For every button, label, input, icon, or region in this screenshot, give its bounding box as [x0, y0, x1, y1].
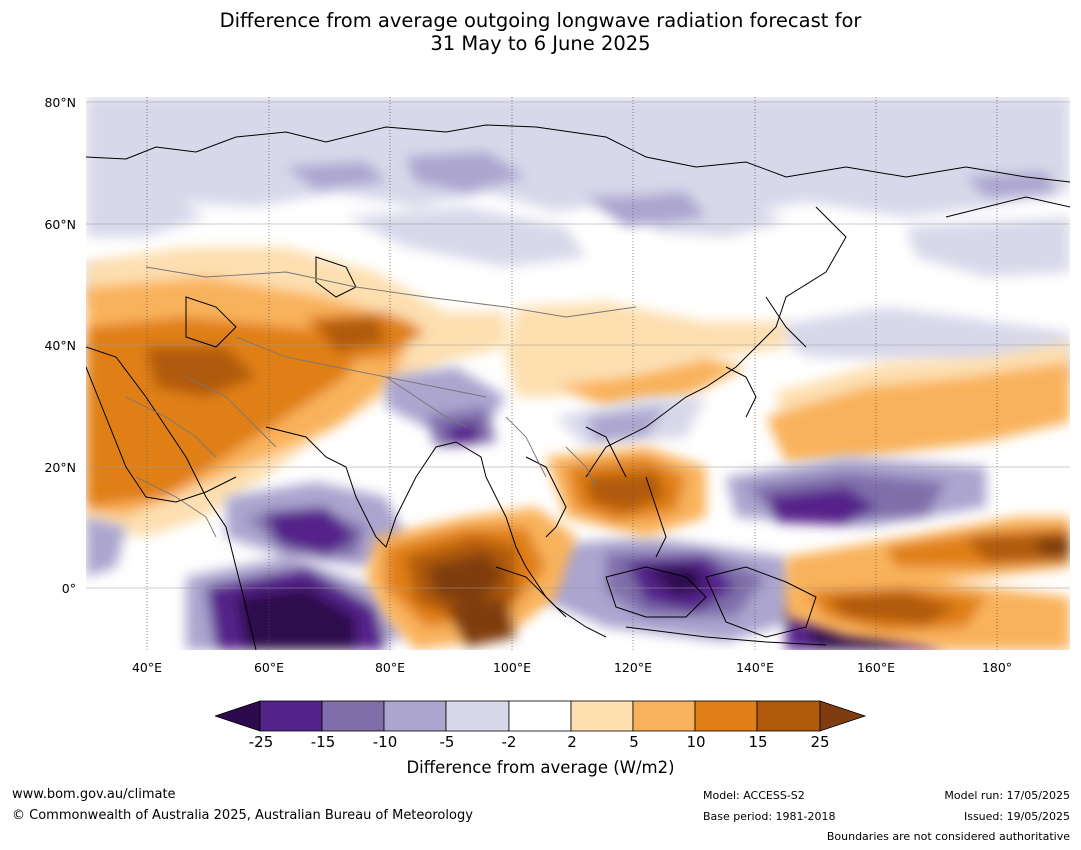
longitude-gridlines	[146, 97, 998, 650]
colorbar-tick: -25	[248, 733, 274, 751]
model-run-date: Model run: 17/05/2025	[944, 789, 1070, 802]
issued-date: Issued: 19/05/2025	[963, 810, 1070, 823]
colorbar-segment	[756, 700, 821, 732]
boundary-disclaimer: Boundaries are not considered authoritat…	[826, 830, 1070, 843]
colorbar-tick: -10	[372, 733, 398, 751]
title-line-2: 31 May to 6 June 2025	[430, 32, 651, 55]
lon-label-80e: 80°E	[374, 660, 406, 675]
colorbar-tick: 5	[629, 733, 639, 751]
olr-anomaly-map	[86, 97, 1070, 650]
colorbar-tick: 25	[810, 733, 830, 751]
colorbar-segment	[570, 700, 634, 732]
anomaly-shading	[86, 97, 1070, 650]
colorbar-arrow-low	[215, 700, 261, 732]
lon-label-140e: 140°E	[735, 660, 774, 675]
colorbar-segment	[259, 700, 323, 732]
website-link[interactable]: www.bom.gov.au/climate	[12, 787, 176, 802]
lat-label-0: 0°	[61, 581, 76, 596]
colorbar-segment	[632, 700, 696, 732]
lon-label-180: 180°	[981, 660, 1013, 675]
title-line-1: Difference from average outgoing longwav…	[219, 9, 862, 32]
copyright-text: © Commonwealth of Australia 2025, Austra…	[12, 808, 473, 823]
chart-title: Difference from average outgoing longwav…	[0, 9, 1081, 55]
colorbar-title: Difference from average (W/m2)	[406, 758, 675, 777]
colorbar-tick: -15	[310, 733, 336, 751]
colorbar-tick: 10	[686, 733, 706, 751]
lon-label-40e: 40°E	[131, 660, 163, 675]
colorbar-tick: -2	[501, 733, 517, 751]
colorbar	[215, 700, 867, 732]
colorbar-segment	[445, 700, 510, 732]
colorbar-tick: 2	[567, 733, 577, 751]
colorbar-segment	[694, 700, 758, 732]
lat-label-20n: 20°N	[44, 460, 76, 475]
lat-label-80n: 80°N	[44, 95, 76, 110]
colorbar-tick: 15	[748, 733, 768, 751]
colorbar-arrow-high	[819, 700, 867, 732]
latitude-gridlines	[86, 101, 1070, 589]
colorbar-segment	[321, 700, 385, 732]
country-borders	[125, 266, 637, 538]
coastlines	[86, 124, 1070, 650]
lat-label-60n: 60°N	[44, 217, 76, 232]
colorbar-segment	[508, 700, 572, 732]
model-name: Model: ACCESS-S2	[703, 789, 805, 802]
lon-label-100e: 100°E	[492, 660, 531, 675]
colorbar-tick: -5	[439, 733, 455, 751]
lat-label-40n: 40°N	[44, 338, 76, 353]
base-period: Base period: 1981-2018	[703, 810, 836, 823]
colorbar-segment	[383, 700, 447, 732]
lon-label-160e: 160°E	[856, 660, 895, 675]
lon-label-60e: 60°E	[253, 660, 285, 675]
lon-label-120e: 120°E	[613, 660, 652, 675]
map-canvas	[86, 97, 1070, 650]
